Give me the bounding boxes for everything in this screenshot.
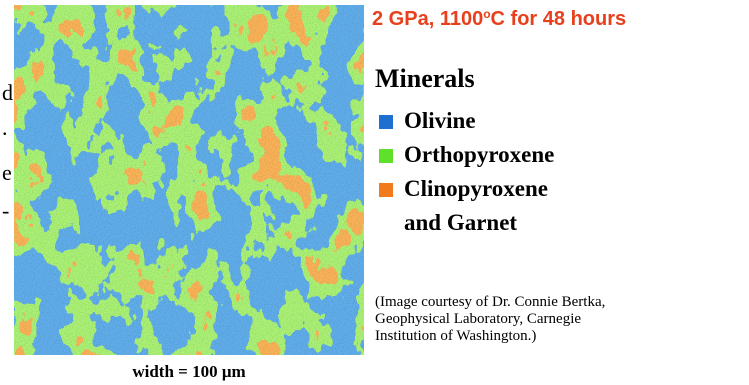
credit: (Image courtesy of Dr. Connie Bertka,Geo… (375, 294, 605, 344)
legend-label: Orthopyroxene (404, 142, 554, 167)
cropped-fragment: e (2, 160, 12, 185)
legend-title: Minerals (375, 64, 475, 93)
mineral-map (14, 5, 364, 355)
legend-label: Olivine (404, 108, 476, 133)
cropped-fragment: . (2, 115, 8, 140)
title-part: 2 GPa, 1100 (372, 8, 483, 30)
cropped-fragment: - (2, 198, 9, 223)
credit-line: (Image courtesy of Dr. Connie Bertka, (375, 294, 605, 310)
caption: width = 100 μm (132, 362, 245, 381)
cropped-fragment: d (2, 80, 13, 105)
credit-line: Geophysical Laboratory, Carnegie (375, 311, 581, 327)
figure: d. e - 2 GPa, 1100oC for 48 hours Minerals… (0, 0, 749, 385)
credit-line: Institution of Washington.) (375, 328, 536, 344)
legend-swatch (379, 149, 393, 163)
title-part: o (483, 7, 490, 21)
legend: Olivine Orthopyroxene Clinopyroxene and Gar… (379, 108, 554, 235)
legend-swatch (379, 115, 393, 129)
legend-label: Clinopyroxene (404, 176, 548, 201)
title-part: C for 48 hours (491, 8, 627, 30)
map-texture (14, 5, 364, 355)
legend-label: and Garnet (404, 210, 517, 235)
cropped-text: d. e - (2, 80, 13, 223)
title: 2 GPa, 1100oC for 48 hours (372, 7, 626, 30)
legend-swatch (379, 183, 393, 197)
